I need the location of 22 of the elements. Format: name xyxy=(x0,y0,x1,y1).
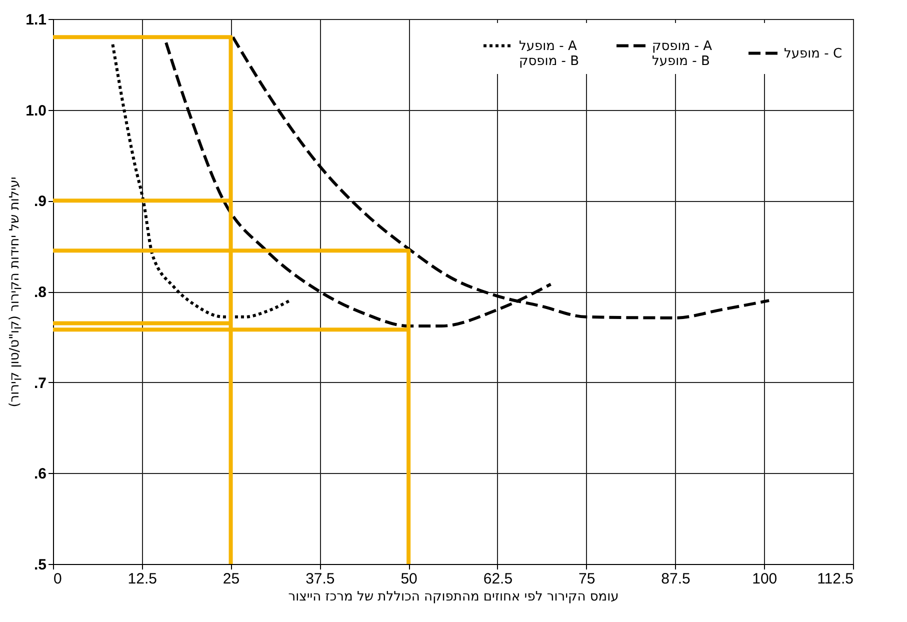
x-tick-label: 25 xyxy=(222,570,240,588)
y-tick-label: 1.1 xyxy=(26,12,46,28)
x-axis-title: עומס הקירור לפי אחוזים מהתפוקה הכוללת של מרכז הייצור xyxy=(288,590,619,604)
y-tick-label: .6 xyxy=(34,466,46,483)
x-tick-label: 100 xyxy=(752,570,778,588)
x-tick-label: 12.5 xyxy=(128,570,157,588)
y-tick-label: .9 xyxy=(34,193,46,210)
y-tick-label: .7 xyxy=(34,374,46,392)
y-tick-label: .8 xyxy=(34,284,46,301)
x-tick-label: 37.5 xyxy=(306,570,335,588)
legend-label: מופעל - A מופסק - B xyxy=(519,38,580,69)
x-tick-label: 75 xyxy=(578,570,596,588)
y-tick-label: 1.0 xyxy=(26,102,46,120)
x-tick-label: 50 xyxy=(400,570,418,588)
x-tick-label: 62.5 xyxy=(483,570,513,588)
y-tick-label: .5 xyxy=(34,556,46,574)
legend-label: מופעל - C xyxy=(784,46,842,62)
legend-label: מופסק - A מופעל - B xyxy=(652,38,712,69)
x-tick-label: 112.5 xyxy=(817,570,854,588)
x-tick-label: 0 xyxy=(54,570,62,588)
x-tick-label: 87.5 xyxy=(661,570,690,588)
y-axis-title: יעילות של יחידות הקירור (קו"ט/טון קירור) xyxy=(8,176,23,408)
